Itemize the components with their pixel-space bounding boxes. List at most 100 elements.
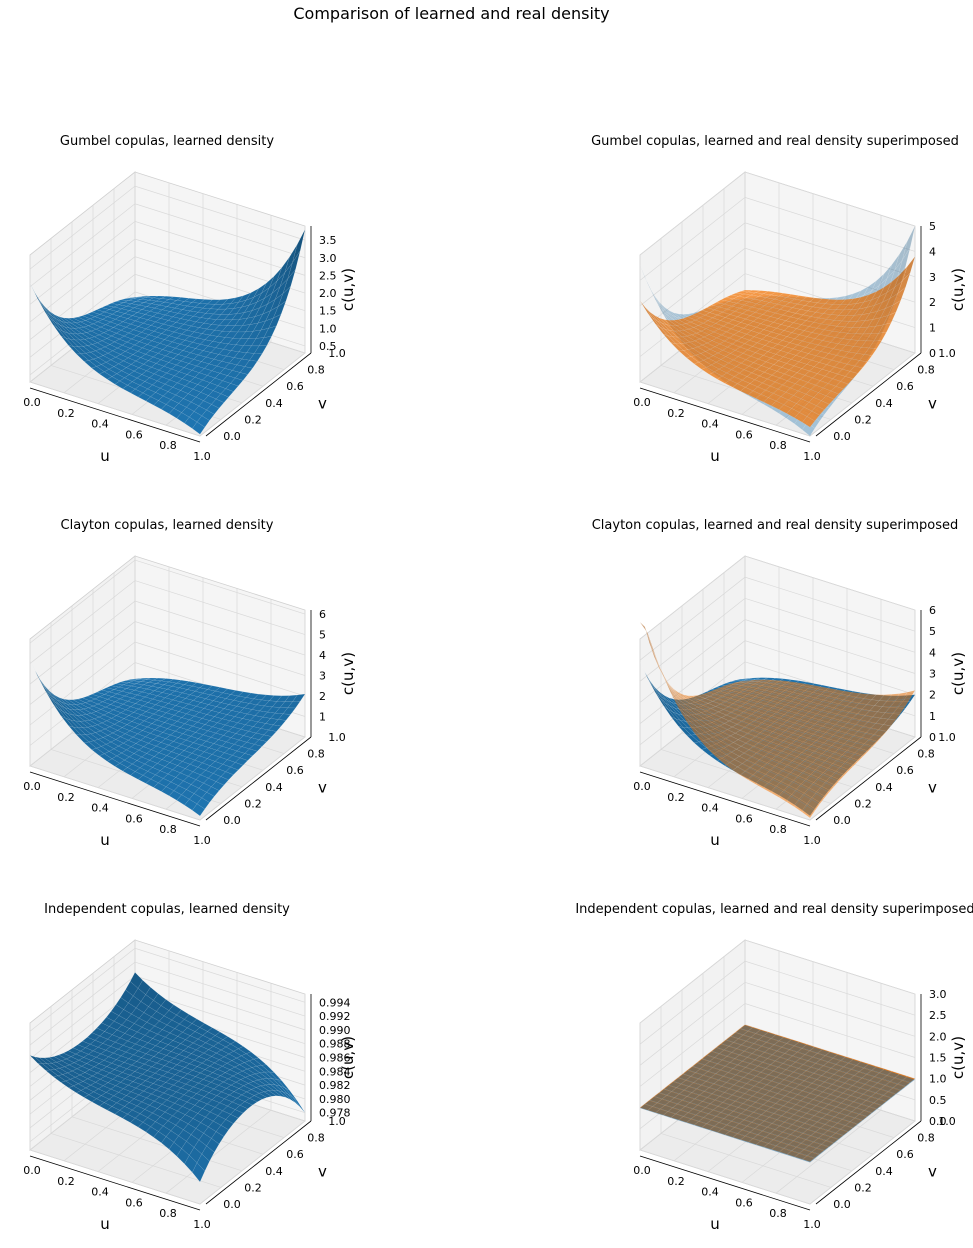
z-axis-label: c(u,v): [339, 268, 357, 311]
surface-patch: [879, 264, 892, 286]
z-tick-label: 1: [929, 322, 936, 335]
u-tick-label: 1.0: [193, 834, 211, 847]
surface-patch: [902, 225, 916, 260]
subplot-2: 0.00.20.40.60.81.00.00.20.40.60.81.00123…: [591, 134, 967, 465]
u-tick-label: 0.6: [735, 1196, 753, 1209]
u-tick-label: 1.0: [803, 834, 821, 847]
surface-patch: [897, 247, 911, 277]
u-tick-label: 0.8: [159, 439, 177, 452]
surface-patch: [652, 292, 666, 313]
v-tick-label: 0.2: [854, 797, 872, 810]
z-axis-label: c(u,v): [949, 1036, 967, 1079]
v-tick-label: 0.6: [896, 764, 914, 777]
v-tick-label: 0.2: [244, 797, 262, 810]
v-tick-label: 1.0: [938, 347, 956, 360]
v-tick-label: 0.8: [307, 364, 325, 377]
grid-line: [29, 256, 306, 340]
v-axis-line: [205, 352, 312, 437]
u-tick-label: 0.4: [701, 418, 719, 431]
z-tick-label: 0.994: [319, 996, 351, 1009]
surface-patch: [654, 295, 667, 312]
subplot-1: 0.00.20.40.60.81.00.00.20.40.60.81.00.51…: [23, 134, 357, 465]
u-tick-label: 0.0: [23, 1164, 41, 1177]
v-axis-label: v: [318, 779, 327, 797]
surface-patch: [657, 300, 670, 318]
subplot-title: Gumbel copulas, learned density: [60, 134, 274, 149]
surface-patch: [639, 265, 653, 294]
surface-learned: [639, 256, 916, 428]
grid-line: [29, 220, 306, 305]
v-tick-label: 0.0: [833, 430, 851, 443]
z-tick-label: 0.0: [929, 1115, 947, 1128]
surface-patch: [644, 277, 658, 301]
z-tick-label: 1.0: [319, 322, 337, 335]
u-tick-label: 0.2: [667, 791, 685, 804]
surface-patch: [647, 283, 661, 308]
subplot-5: 0.00.20.40.60.81.00.00.20.40.60.81.00.97…: [23, 902, 357, 1233]
v-tick-label: 1.0: [328, 347, 346, 360]
surface-patch: [220, 388, 234, 398]
v-tick-label: 1.0: [328, 731, 346, 744]
z-tick-label: 1: [319, 711, 326, 724]
z-tick-label: 0.992: [319, 1010, 351, 1023]
u-tick-label: 0.6: [125, 812, 143, 825]
u-tick-label: 0.0: [633, 780, 651, 793]
surface-patch: [244, 360, 258, 369]
surface-patch: [886, 253, 900, 279]
v-tick-label: 0.6: [286, 380, 304, 393]
grid-line: [639, 222, 916, 307]
u-tick-label: 1.0: [193, 1218, 211, 1231]
u-tick-label: 0.8: [159, 1207, 177, 1220]
surface-patch: [887, 300, 902, 316]
u-tick-label: 0.2: [57, 407, 75, 420]
u-tick-label: 0.2: [667, 1175, 685, 1188]
grid-line: [809, 352, 916, 437]
v-tick-label: 0.0: [223, 430, 241, 443]
u-tick-label: 1.0: [193, 450, 211, 463]
z-tick-label: 1.5: [319, 305, 337, 318]
grid-line: [639, 381, 811, 437]
u-tick-label: 0.4: [701, 1186, 719, 1199]
surface-patch: [655, 299, 669, 320]
z-tick-label: 5: [929, 220, 936, 233]
u-tick-label: 0.0: [23, 396, 41, 409]
v-tick-label: 0.4: [265, 781, 283, 794]
v-tick-label: 0.0: [833, 814, 851, 827]
z-tick-label: 1.5: [929, 1052, 947, 1065]
grid-line: [199, 352, 306, 437]
z-tick-label: 3: [929, 271, 936, 284]
u-axis-label: u: [100, 831, 110, 849]
subplot-3: 0.00.20.40.60.81.00.00.20.40.60.81.01234…: [23, 518, 357, 849]
v-axis-label: v: [928, 779, 937, 797]
v-tick-label: 0.2: [244, 1181, 262, 1194]
u-tick-label: 0.0: [633, 396, 651, 409]
subplot-title: Clayton copulas, learned density: [61, 518, 274, 533]
v-tick-label: 0.4: [875, 397, 893, 410]
subplot-title: Clayton copulas, learned and real densit…: [592, 518, 959, 533]
v-tick-label: 0.4: [265, 397, 283, 410]
z-tick-label: 0.980: [319, 1093, 351, 1106]
z-tick-label: 0.978: [319, 1107, 351, 1120]
grid-line: [639, 171, 916, 256]
z-tick-label: 0.5: [929, 1094, 947, 1107]
surface-patch: [863, 280, 877, 296]
u-tick-label: 0.6: [735, 428, 753, 441]
u-tick-label: 0.2: [667, 407, 685, 420]
surface-patch: [855, 285, 870, 299]
v-tick-label: 0.6: [896, 1148, 914, 1161]
v-tick-label: 0.2: [854, 1181, 872, 1194]
u-tick-label: 0.8: [769, 439, 787, 452]
v-tick-label: 0.8: [917, 364, 935, 377]
u-tick-label: 0.4: [91, 1186, 109, 1199]
z-tick-label: 1.0: [929, 1073, 947, 1086]
z-tick-label: 2: [319, 690, 326, 703]
z-tick-label: 2.5: [319, 269, 337, 282]
figure-suptitle: Comparison of learned and real density: [293, 4, 610, 23]
surface-patch: [863, 347, 878, 356]
surface-patch: [663, 306, 677, 318]
u-tick-label: 0.0: [23, 780, 41, 793]
surface-patch: [273, 300, 287, 319]
surface-patch: [287, 250, 301, 280]
z-tick-label: 4: [319, 649, 326, 662]
